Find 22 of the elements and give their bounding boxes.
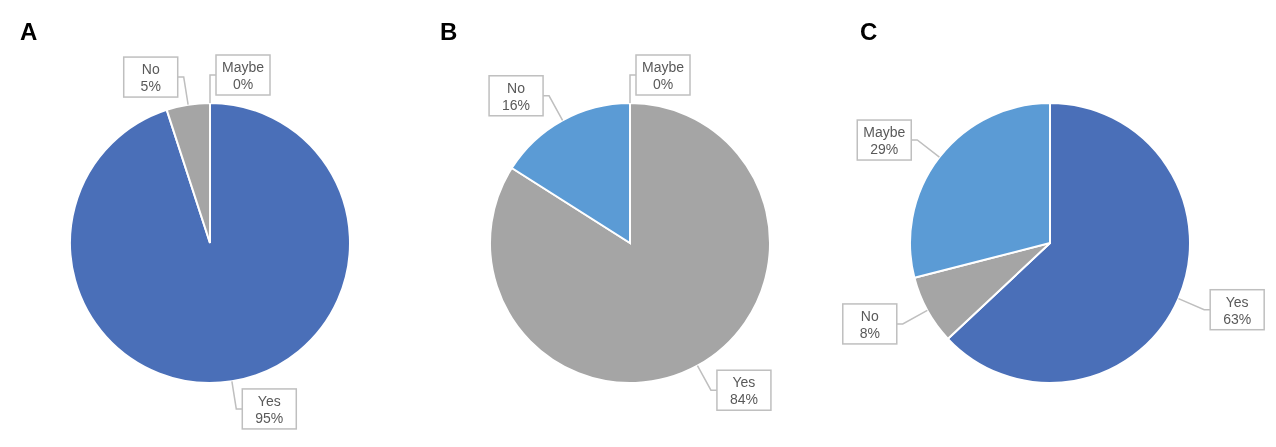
slice-label: No [141, 61, 160, 78]
pie-slice [69, 102, 351, 384]
category-label: Maybe [221, 59, 265, 75]
slice-label: Yes [732, 374, 756, 391]
data-label: 84% [729, 391, 758, 408]
text: 0% [232, 76, 254, 92]
data-label: 95% [255, 409, 284, 426]
slice-label: Yes [1225, 293, 1249, 310]
data-label: 5% [140, 78, 161, 95]
slice-label: Maybe [863, 124, 906, 141]
slice-label: Yes [257, 392, 281, 409]
data-label: 16% [502, 96, 531, 113]
data-label: 8% [859, 324, 880, 341]
slice-label: No [860, 307, 879, 324]
text: 0% [652, 76, 674, 92]
slice-label: No [507, 79, 526, 96]
chart-title: B [440, 18, 458, 45]
chart-title: C [860, 18, 878, 45]
category-label: Maybe [641, 59, 685, 75]
data-label: 29% [870, 141, 899, 158]
data-label: 63% [1223, 310, 1252, 327]
chart-title: A [20, 18, 38, 45]
